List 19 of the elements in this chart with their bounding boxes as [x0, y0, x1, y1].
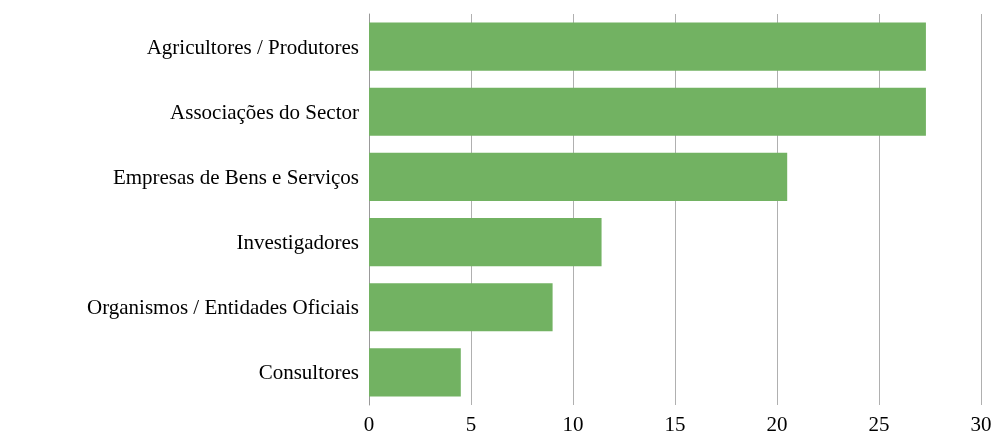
x-tick-label: 25: [868, 411, 890, 436]
bar: [369, 217, 602, 267]
x-tick-label: 0: [363, 411, 375, 436]
x-tick-label: 20: [766, 411, 788, 436]
x-tick-label: 10: [562, 411, 584, 436]
bar: [369, 348, 461, 397]
y-tick-label: Consultores: [258, 360, 359, 385]
bar: [369, 22, 926, 71]
bar: [369, 152, 788, 202]
y-tick-label: Associações do Sector: [170, 99, 359, 124]
bar: [369, 283, 553, 332]
y-tick-label: Empresas de Bens e Serviços: [112, 164, 359, 189]
bar: [369, 87, 926, 136]
x-tick-label: 15: [664, 411, 686, 436]
x-tick-label: 5: [465, 411, 477, 436]
y-tick-label: Investigadores: [236, 230, 359, 255]
x-tick-label: 30: [970, 411, 992, 436]
y-tick-label: Organismos / Entidades Oficiais: [87, 295, 359, 320]
y-tick-label: Agricultores / Produtores: [146, 34, 359, 59]
